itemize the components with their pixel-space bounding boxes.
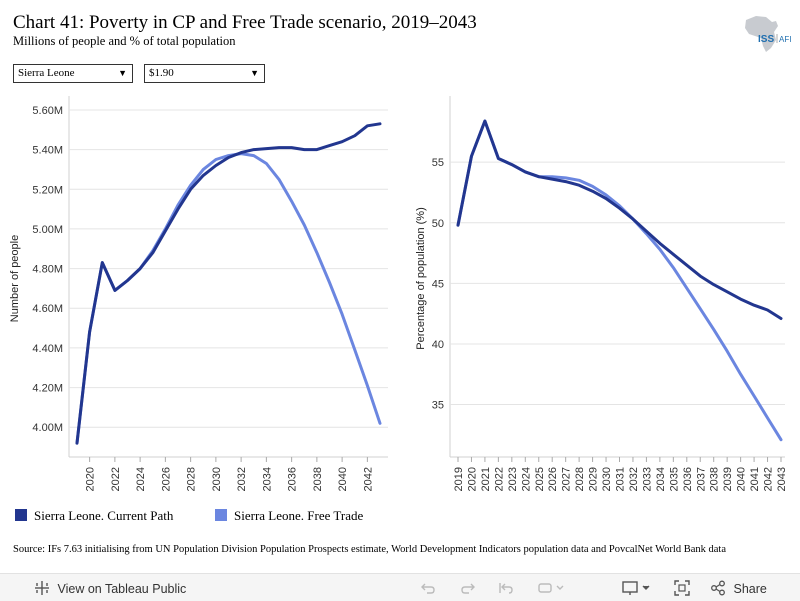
x-tick-label: 2022 (493, 467, 505, 491)
download-button[interactable] (622, 580, 652, 596)
y-axis-title: Number of people (9, 235, 21, 322)
fullscreen-icon (674, 580, 690, 596)
revert-button[interactable] (498, 580, 514, 596)
x-tick-label: 2042 (763, 467, 775, 491)
x-tick-label: 2042 (362, 467, 374, 491)
x-tick-label: 2040 (337, 467, 349, 491)
x-tick-label: 2036 (287, 467, 299, 491)
x-tick-label: 2024 (520, 467, 532, 491)
undo-icon (420, 582, 436, 596)
source-note: Source: IFs 7.63 initialising from UN Po… (13, 544, 726, 555)
series-line-current-path (456, 119, 783, 320)
logo-text: ISS (758, 34, 774, 45)
legend-item-current-path[interactable]: Sierra Leone. Current Path (15, 508, 173, 524)
view-on-tableau-label: View on Tableau Public (57, 582, 187, 596)
tableau-logo-icon (34, 581, 53, 596)
y-tick-label: 4.80M (32, 264, 63, 276)
x-tick-label: 2032 (236, 467, 248, 491)
y-tick-label: 5.40M (32, 145, 63, 157)
chevron-down-icon: ▼ (118, 68, 127, 78)
legend-swatch-current-path (15, 509, 27, 521)
x-tick-label: 2025 (534, 467, 546, 491)
download-icon (622, 581, 652, 596)
x-tick-label: 2026 (160, 467, 172, 491)
x-tick-label: 2039 (722, 467, 734, 491)
x-tick-label: 2028 (574, 467, 586, 491)
refresh-icon (538, 582, 564, 596)
view-on-tableau-link[interactable]: View on Tableau Public (34, 580, 186, 596)
country-select[interactable]: Sierra Leone ▼ (13, 64, 133, 83)
x-tick-label: 2026 (547, 467, 559, 491)
x-tick-label: 2020 (466, 467, 478, 491)
x-tick-label: 2037 (695, 467, 707, 491)
x-tick-label: 2028 (186, 467, 198, 491)
y-tick-label: 50 (432, 218, 444, 230)
series-line-current-path (75, 122, 382, 445)
x-tick-label: 2031 (615, 467, 627, 491)
x-tick-label: 2023 (507, 467, 519, 491)
x-tick-label: 2020 (85, 467, 97, 491)
y-tick-label: 5.60M (32, 105, 63, 117)
y-tick-label: 4.00M (32, 422, 63, 434)
country-select-value: Sierra Leone (18, 67, 75, 79)
x-tick-label: 2034 (655, 467, 667, 491)
x-tick-label: 2022 (110, 467, 122, 491)
poverty-line-select[interactable]: $1.90 ▼ (144, 64, 265, 83)
x-tick-label: 2041 (749, 467, 761, 491)
x-tick-label: 2033 (641, 467, 653, 491)
x-tick-label: 2038 (709, 467, 721, 491)
chart-subtitle: Millions of people and % of total popula… (13, 34, 236, 48)
undo-button[interactable] (420, 580, 436, 596)
chevron-down-icon: ▼ (250, 68, 259, 78)
x-tick-label: 2036 (682, 467, 694, 491)
legend-label-current-path: Sierra Leone. Current Path (34, 508, 174, 523)
left-chart: 4.00M 4.20M 4.40M 4.60M 4.80M 5.00M 5.20M 5.40M… (9, 96, 388, 491)
refresh-button[interactable] (538, 580, 564, 596)
x-tick-label: 2021 (480, 467, 492, 491)
y-tick-label: 45 (432, 278, 444, 290)
x-tick-label: 2027 (561, 467, 573, 491)
y-tick-label: 5.00M (32, 224, 63, 236)
logo-subtext: AFI (779, 35, 791, 44)
y-tick-label: 40 (432, 339, 444, 351)
iss-africa-logo: ISS AFI (736, 12, 792, 56)
x-tick-label: 2029 (588, 467, 600, 491)
share-button[interactable]: Share (710, 580, 767, 596)
x-tick-label: 2040 (736, 467, 748, 491)
series-line-free-trade (75, 152, 382, 445)
y-axis-title: Percentage of population (%) (415, 207, 427, 349)
poverty-line-select-value: $1.90 (149, 67, 174, 79)
redo-icon (460, 582, 476, 596)
x-tick-label: 2035 (668, 467, 680, 491)
y-tick-label: 5.20M (32, 184, 63, 196)
share-icon (710, 580, 726, 596)
x-tick-label: 2019 (453, 467, 465, 491)
legend-item-free-trade[interactable]: Sierra Leone. Free Trade (215, 508, 363, 524)
legend-label-free-trade: Sierra Leone. Free Trade (234, 508, 364, 523)
y-tick-label: 4.40M (32, 343, 63, 355)
fullscreen-button[interactable] (674, 580, 690, 596)
revert-icon (498, 582, 514, 596)
redo-button[interactable] (460, 580, 476, 596)
x-tick-label: 2024 (135, 467, 147, 491)
tableau-toolbar: View on Tableau Public Share (0, 573, 800, 601)
series-line-free-trade (456, 119, 783, 442)
chart-title: Chart 41: Poverty in CP and Free Trade s… (13, 12, 477, 33)
x-tick-label: 2034 (261, 467, 273, 491)
x-tick-label: 2043 (776, 467, 788, 491)
x-tick-label: 2030 (211, 467, 223, 491)
x-tick-label: 2030 (601, 467, 613, 491)
y-tick-label: 55 (432, 157, 444, 169)
x-tick-label: 2038 (312, 467, 324, 491)
y-tick-label: 4.60M (32, 303, 63, 315)
y-tick-label: 35 (432, 400, 444, 412)
x-tick-label: 2032 (628, 467, 640, 491)
legend-swatch-free-trade (215, 509, 227, 521)
share-label: Share (733, 582, 767, 596)
y-tick-label: 4.20M (32, 383, 63, 395)
